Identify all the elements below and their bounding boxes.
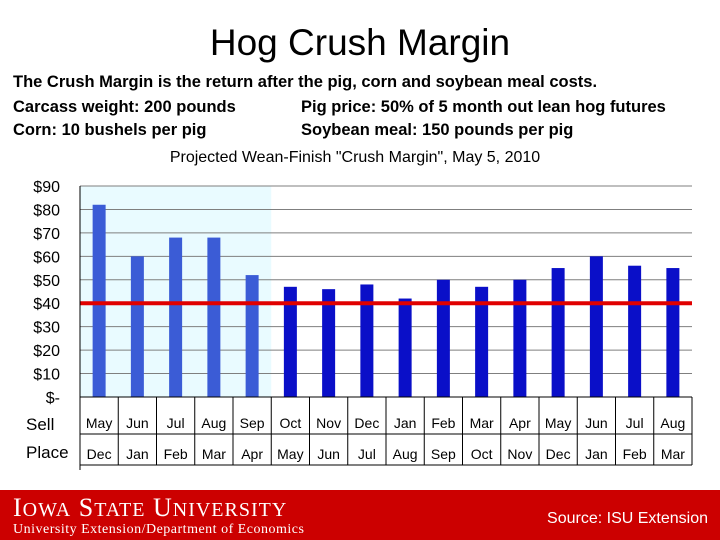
bar bbox=[322, 289, 336, 397]
y-tick-label: $30 bbox=[33, 320, 60, 337]
sell-month-label: Jan bbox=[394, 415, 417, 431]
sell-month-label: Jul bbox=[626, 415, 644, 431]
bar bbox=[475, 286, 489, 397]
pig-price-note: Pig price: 50% of 5 month out lean hog f… bbox=[301, 98, 666, 116]
place-month-label: Jun bbox=[317, 446, 340, 462]
crush-margin-definition: The Crush Margin is the return after the… bbox=[13, 73, 598, 91]
bar bbox=[628, 265, 642, 397]
y-tick-label: $20 bbox=[33, 343, 60, 360]
sell-month-label: Apr bbox=[509, 415, 531, 431]
source-credit: Source: ISU Extension bbox=[547, 510, 708, 527]
place-month-label: Feb bbox=[623, 446, 647, 462]
bar bbox=[283, 286, 297, 397]
y-tick-label: $80 bbox=[33, 202, 60, 219]
place-month-label: Jul bbox=[358, 446, 376, 462]
slide-title: Hog Crush Margin bbox=[209, 22, 511, 63]
bar bbox=[436, 279, 450, 397]
bar bbox=[245, 275, 259, 397]
sell-month-label: Jun bbox=[126, 415, 149, 431]
sell-month-label: Nov bbox=[316, 415, 341, 431]
place-month-label: Oct bbox=[471, 446, 493, 462]
place-month-label: Apr bbox=[241, 446, 263, 462]
y-tick-label: $70 bbox=[33, 226, 60, 243]
sell-month-label: Aug bbox=[660, 415, 685, 431]
y-tick-label: $60 bbox=[33, 249, 60, 266]
axis-row-label: Sell bbox=[26, 415, 54, 434]
sell-month-label: May bbox=[545, 415, 571, 431]
sell-month-label: Jun bbox=[585, 415, 608, 431]
place-month-label: Feb bbox=[164, 446, 188, 462]
bar bbox=[130, 256, 144, 397]
y-tick-label: $10 bbox=[33, 367, 60, 384]
top-bar bbox=[0, 0, 720, 18]
bar bbox=[207, 237, 221, 397]
bar bbox=[92, 204, 106, 397]
corn-note: Corn: 10 bushels per pig bbox=[13, 121, 207, 139]
soybean-meal-note: Soybean meal: 150 pounds per pig bbox=[301, 121, 574, 139]
bar bbox=[666, 268, 680, 397]
place-month-label: Jan bbox=[126, 446, 149, 462]
place-month-label: Dec bbox=[87, 446, 112, 462]
bar bbox=[398, 298, 412, 397]
y-tick-label: $50 bbox=[33, 273, 60, 290]
bar bbox=[589, 256, 603, 397]
y-tick-label: $40 bbox=[33, 296, 60, 313]
bar bbox=[360, 284, 374, 397]
place-month-label: Mar bbox=[202, 446, 226, 462]
footer: IOWA STATE UNIVERSITY University Extensi… bbox=[0, 490, 720, 540]
chart-title: Projected Wean-Finish "Crush Margin", Ma… bbox=[170, 149, 540, 166]
y-tick-label: $- bbox=[46, 390, 60, 407]
sell-month-label: Aug bbox=[201, 415, 226, 431]
axis-row-label: Place bbox=[26, 443, 69, 462]
sell-month-label: Mar bbox=[470, 415, 494, 431]
department-name: University Extension/Department of Econo… bbox=[13, 522, 305, 537]
carcass-weight-note: Carcass weight: 200 pounds bbox=[13, 98, 236, 116]
iowa-state-university-logo: IOWA STATE UNIVERSITY bbox=[13, 493, 288, 522]
place-month-label: Sep bbox=[431, 446, 456, 462]
bar bbox=[513, 279, 527, 397]
place-month-label: Aug bbox=[393, 446, 418, 462]
y-tick-label: $90 bbox=[33, 179, 60, 196]
place-month-label: Mar bbox=[661, 446, 685, 462]
place-month-label: May bbox=[277, 446, 303, 462]
sell-month-label: May bbox=[86, 415, 112, 431]
sell-month-label: Oct bbox=[279, 415, 301, 431]
place-month-label: Jan bbox=[585, 446, 608, 462]
sell-month-label: Feb bbox=[431, 415, 455, 431]
place-month-label: Dec bbox=[546, 446, 571, 462]
sell-month-label: Jul bbox=[167, 415, 185, 431]
sell-month-label: Sep bbox=[240, 415, 265, 431]
bar bbox=[551, 268, 565, 397]
sell-month-label: Dec bbox=[354, 415, 379, 431]
place-month-label: Nov bbox=[507, 446, 532, 462]
bar bbox=[169, 237, 183, 397]
crush-margin-chart: Projected Wean-Finish "Crush Margin", Ma… bbox=[26, 149, 693, 470]
